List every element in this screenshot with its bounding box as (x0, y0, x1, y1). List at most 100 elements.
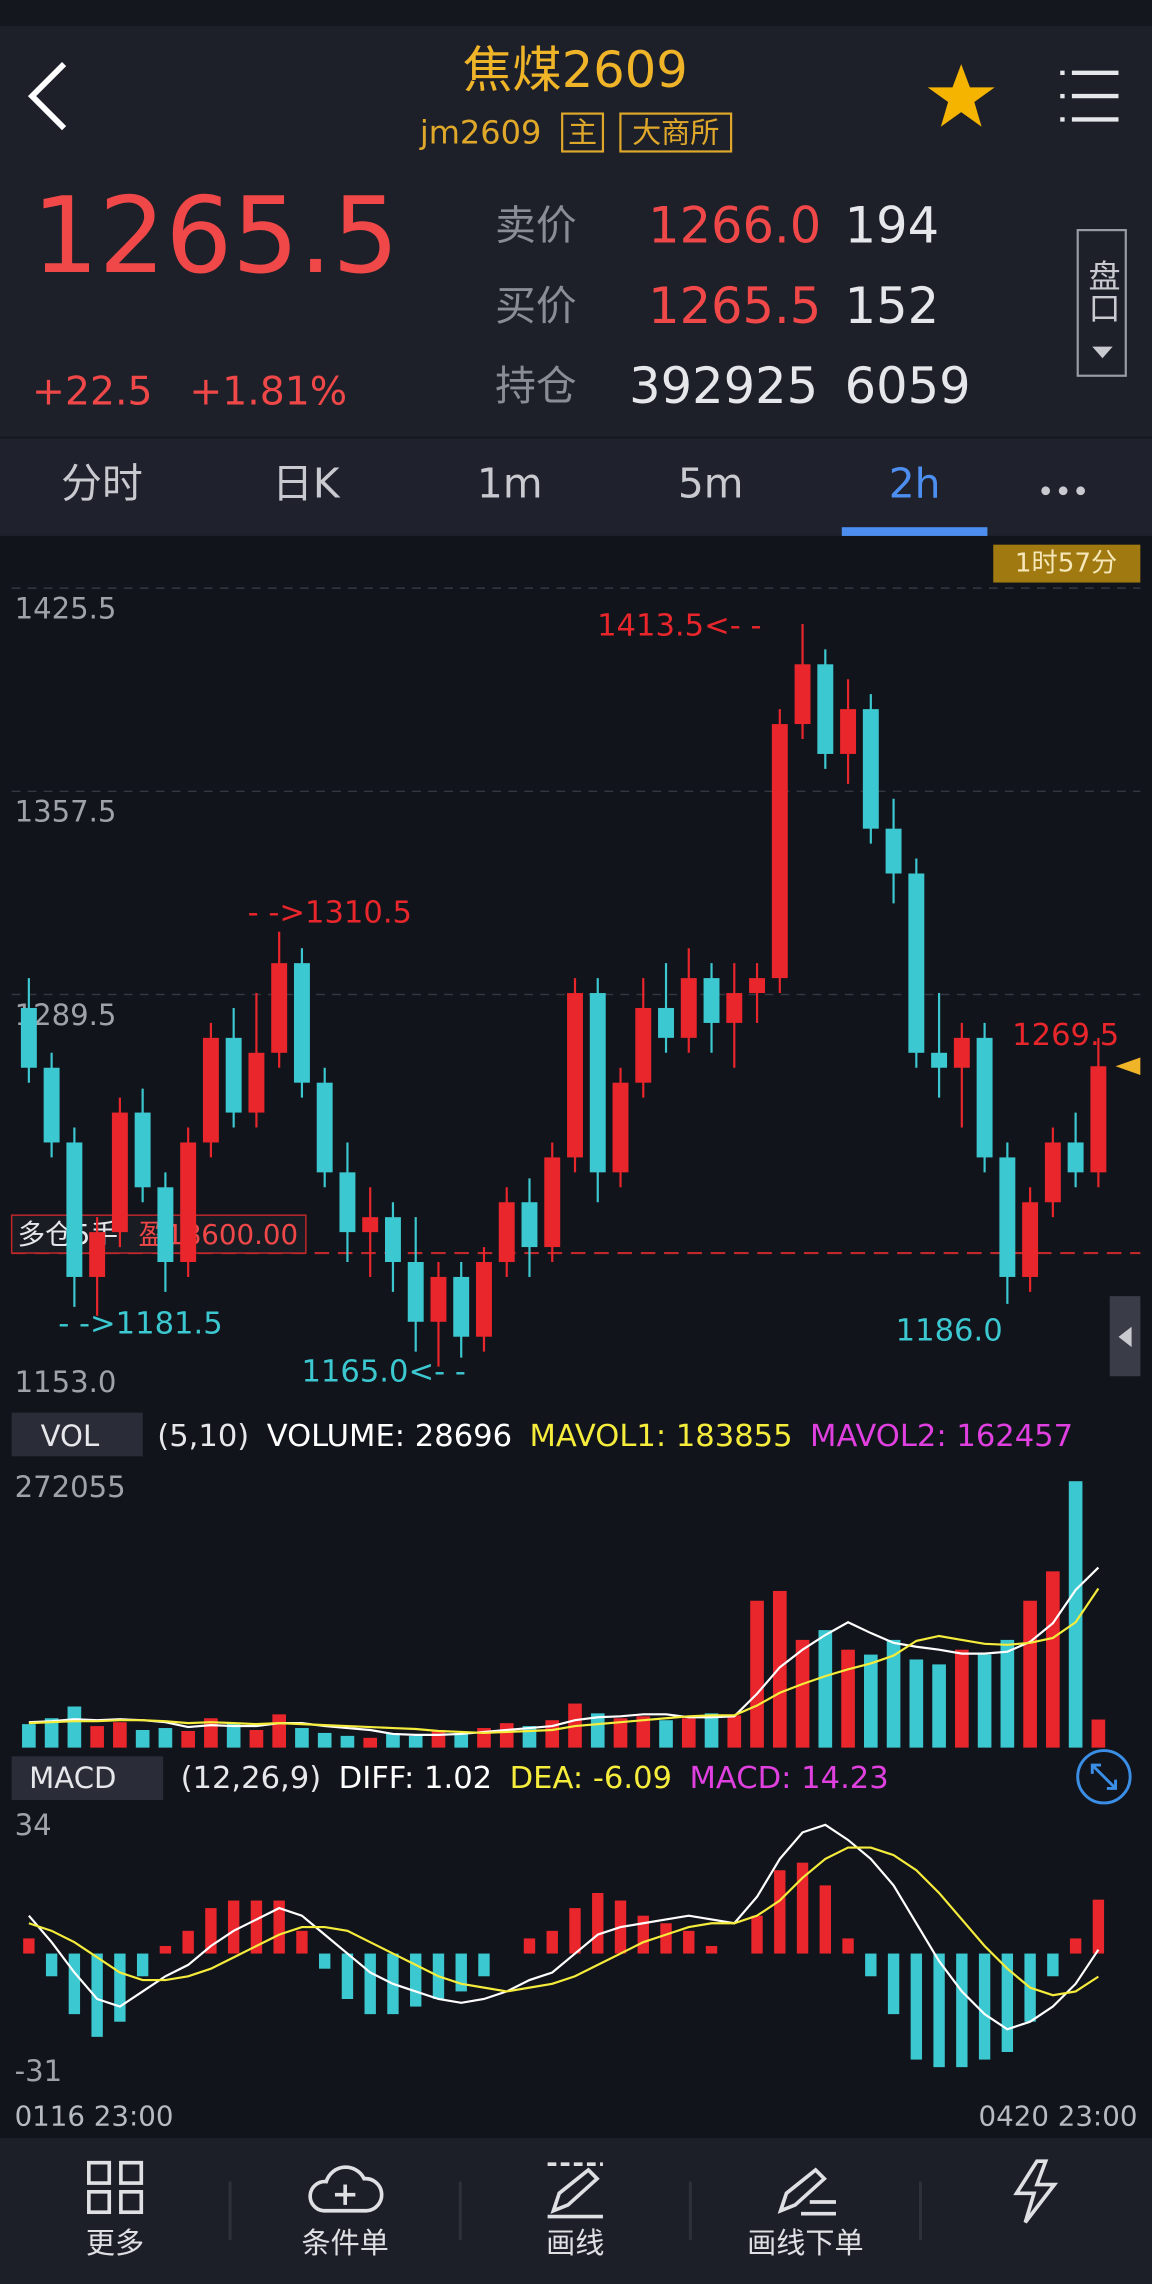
annotation: 1165.0<- - (301, 1354, 465, 1389)
tab-bar (0, 438, 1152, 536)
volume-bar (454, 1732, 469, 1748)
macd-bar (978, 1953, 991, 2060)
candle-body (89, 1232, 106, 1277)
volume-bar (317, 1732, 332, 1748)
indicator-params: (12,26,9) (181, 1761, 322, 1796)
volume-bar (727, 1715, 742, 1748)
footer-label[interactable]: 更多 (86, 2226, 144, 2260)
separators (228, 2181, 922, 2240)
tab[interactable]: 2h (889, 460, 941, 508)
volume-bar (841, 1649, 855, 1748)
volume-bar (135, 1729, 150, 1748)
volume-bar (750, 1600, 764, 1748)
indicator-value: MAVOL1: 183855 (530, 1418, 793, 1453)
volume-bar (408, 1735, 423, 1748)
candle-body (157, 1187, 174, 1263)
volume-bar (909, 1659, 924, 1748)
annotation: 1186.0 (896, 1314, 1003, 1349)
volume-bar (22, 1724, 36, 1748)
volume-bar (44, 1718, 59, 1748)
macd-bar (114, 1953, 126, 2022)
back-button[interactable] (27, 62, 67, 131)
volume-bar (226, 1723, 241, 1748)
icon-draw[interactable] (547, 2162, 603, 2219)
menu-button[interactable] (1060, 70, 1119, 122)
tag-box (561, 112, 605, 153)
macd-bar (637, 1915, 649, 1954)
candle-body (134, 1112, 151, 1188)
macd-bar (341, 1953, 354, 1999)
macd-bar (23, 1938, 35, 1954)
volume-bar (67, 1706, 82, 1748)
macd-bar (318, 1953, 331, 1969)
candle-body (498, 1202, 515, 1263)
macd-bar (205, 1908, 217, 1954)
side-button[interactable] (1076, 229, 1127, 377)
candle-body (1090, 1066, 1107, 1173)
footer-label[interactable]: 画线 (546, 2226, 604, 2260)
bottom-bar (0, 2137, 1152, 2284)
volume-bar (113, 1722, 127, 1748)
vol-name-box (11, 1412, 143, 1457)
volume-bar (499, 1723, 514, 1748)
annotation: - ->1310.5 (248, 896, 412, 931)
candle-body (111, 1112, 128, 1233)
macd-bar (159, 1945, 172, 1954)
macd-bar (887, 1953, 900, 2015)
macd-bar (774, 1870, 786, 1954)
footer-label[interactable]: 画线下单 (747, 2226, 863, 2260)
tab[interactable]: 1m (477, 460, 543, 508)
macd-bar (910, 1953, 923, 2060)
code: jm2609 (419, 114, 542, 152)
expand-button[interactable] (1076, 1749, 1132, 1805)
price-marker (1115, 1057, 1141, 1075)
change: +22.5 (32, 369, 152, 414)
x-label: 0420 23:00 (979, 2100, 1138, 2133)
volume-bar (363, 1737, 378, 1748)
x-label: 0116 23:00 (15, 2100, 174, 2133)
candle-body (840, 709, 857, 754)
macd-bar (364, 1953, 376, 2015)
footer-label[interactable]: 条件单 (301, 2226, 388, 2260)
quote-label: 买价 (495, 282, 577, 330)
candle-body (271, 963, 288, 1053)
macd-bar (45, 1953, 58, 1977)
volume-bar (795, 1639, 810, 1748)
volume-bar (181, 1730, 195, 1748)
candle-body (544, 1157, 561, 1248)
candle-body (976, 1037, 993, 1158)
indicator-header: (12,26,9) DIFF: 1.02 DEA: -6.09 MACD: 14.23 (181, 1761, 889, 1796)
candle-body (885, 828, 902, 874)
tab[interactable]: 分时 (61, 460, 143, 508)
chart-bg (0, 535, 1152, 2138)
volume-bar (977, 1654, 992, 1748)
volume-bar (1000, 1639, 1015, 1748)
icon-condition[interactable] (308, 2165, 384, 2213)
tab[interactable]: 5m (678, 460, 744, 508)
volume-bar (1023, 1600, 1037, 1748)
indicator-value: VOLUME: 28696 (267, 1418, 512, 1453)
icon-more[interactable] (87, 2160, 144, 2215)
candle-body (703, 978, 720, 1023)
status-bar (0, 0, 1152, 27)
icon-draw-order[interactable] (777, 2167, 836, 2216)
volume-bar (1091, 1719, 1106, 1748)
side-tab-arrow (1118, 1326, 1132, 1348)
tab[interactable]: 日K (272, 460, 341, 508)
volume-bar (431, 1729, 446, 1748)
candle-body (407, 1262, 424, 1322)
indicator-value: MAVOL2: 162457 (810, 1418, 1073, 1453)
volume-bar (636, 1716, 651, 1748)
candle-body (20, 1007, 37, 1068)
side-button-arrow (1092, 346, 1113, 359)
annotation: 1269.5 (1012, 1018, 1119, 1053)
macd-bar (68, 1953, 81, 2015)
candle-body (453, 1276, 470, 1337)
icon-flash[interactable] (1013, 2159, 1059, 2224)
favorite-star[interactable] (927, 64, 995, 127)
macd-bar (796, 1862, 809, 1954)
volume-bar (772, 1590, 787, 1748)
tab-more[interactable] (1041, 486, 1085, 496)
